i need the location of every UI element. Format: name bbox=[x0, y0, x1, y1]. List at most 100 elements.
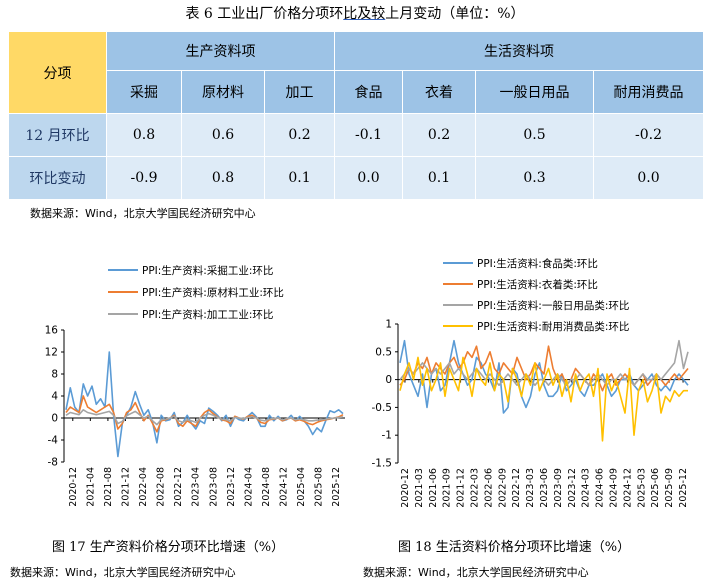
table-title-suffix: 上月变动（单位：%） bbox=[385, 6, 525, 22]
x-tick-label: 2022-12 bbox=[173, 467, 184, 507]
x-tick-label: 2021-03 bbox=[414, 468, 425, 508]
x-tick-label: 2024-08 bbox=[261, 467, 272, 507]
x-tick-label: 2021-12 bbox=[456, 468, 467, 508]
x-tick-label: 2025-03 bbox=[636, 468, 647, 508]
table-cell: 0.0 bbox=[593, 156, 704, 200]
y-tick-label: 8 bbox=[51, 369, 58, 381]
x-tick-label: 2024-03 bbox=[581, 468, 592, 508]
table-cell: 0.0 bbox=[334, 156, 403, 200]
column-header: 食品 bbox=[334, 70, 403, 114]
table-cell: 0.2 bbox=[402, 113, 476, 157]
chart2-source: 数据来源：Wind，北京大学国民经济研究中心 bbox=[363, 566, 589, 579]
series-line bbox=[65, 409, 344, 426]
x-tick-label: 2025-04 bbox=[296, 467, 307, 507]
x-tick-label: 2024-04 bbox=[243, 467, 254, 507]
chart2-caption: 图 18 生活资料价格分项环比增速（%） bbox=[398, 540, 631, 555]
series-line bbox=[65, 395, 344, 433]
table-cell: 0.6 bbox=[181, 113, 265, 157]
group-header-living: 生活资料项 bbox=[334, 31, 704, 71]
x-tick-label: 2024-12 bbox=[279, 467, 290, 507]
x-tick-label: 2025-12 bbox=[331, 467, 342, 507]
legend-label: PPI:生活资料:耐用消费品类:环比 bbox=[477, 320, 629, 333]
x-tick-label: 2023-12 bbox=[567, 468, 578, 508]
x-tick-label: 2021-09 bbox=[442, 468, 453, 508]
x-tick-label: 2022-04 bbox=[138, 467, 149, 507]
x-tick-label: 2021-06 bbox=[428, 468, 439, 508]
chart-production-materials: PPI:生产资料:采掘工业:环比 PPI:生产资料:原材料工业:环比 PPI:生产资… bbox=[45, 264, 345, 507]
y-tick-label: 4 bbox=[51, 391, 58, 403]
y-tick-label: -0.5 bbox=[372, 402, 393, 414]
legend-label: PPI:生活资料:衣着类:环比 bbox=[477, 278, 598, 291]
column-header: 原材料 bbox=[181, 70, 265, 114]
row-label: 12 月环比 bbox=[8, 113, 107, 157]
column-header: 一般日用品 bbox=[475, 70, 594, 114]
table-cell: -0.9 bbox=[106, 156, 182, 200]
x-tick-label: 2024-09 bbox=[609, 468, 620, 508]
x-tick-label: 2022-12 bbox=[511, 468, 522, 508]
column-header: 耐用消费品 bbox=[593, 70, 704, 114]
x-tick-label: 2024-12 bbox=[622, 468, 633, 508]
x-tick-label: 2023-09 bbox=[553, 468, 564, 508]
table-cell: 0.8 bbox=[106, 113, 182, 157]
x-tick-label: 2021-08 bbox=[103, 467, 114, 507]
x-tick-label: 2021-04 bbox=[85, 467, 96, 507]
legend-label: PPI:生产资料:采掘工业:环比 bbox=[142, 264, 273, 277]
table-cell: -0.1 bbox=[334, 113, 403, 157]
x-tick-label: 2020-12 bbox=[400, 468, 411, 508]
column-header: 衣着 bbox=[402, 70, 476, 114]
column-header: 采掘 bbox=[106, 70, 182, 114]
table-cell: 0.1 bbox=[264, 156, 335, 200]
x-tick-label: 2024-06 bbox=[595, 468, 606, 508]
table-cell: 0.1 bbox=[402, 156, 476, 200]
x-tick-label: 2021-12 bbox=[120, 467, 131, 507]
chart1-source: 数据来源：Wind，北京大学国民经济研究中心 bbox=[10, 566, 236, 579]
table-cell: 0.2 bbox=[264, 113, 335, 157]
x-tick-label: 2020-12 bbox=[68, 467, 79, 507]
x-tick-label: 2025-12 bbox=[678, 468, 689, 508]
x-tick-label: 2023-12 bbox=[226, 467, 237, 507]
series-line bbox=[65, 351, 344, 458]
x-tick-label: 2023-03 bbox=[525, 468, 536, 508]
legend-label: PPI:生活资料:一般日用品类:环比 bbox=[477, 299, 629, 312]
x-tick-label: 2022-06 bbox=[483, 468, 494, 508]
column-header: 加工 bbox=[264, 70, 335, 114]
corner-label: 分项 bbox=[8, 31, 107, 114]
y-tick-label: 0 bbox=[385, 374, 392, 386]
x-tick-label: 2022-03 bbox=[469, 468, 480, 508]
table-title-prefix: 表 6 工业出厂价格分项环 bbox=[185, 6, 344, 22]
y-tick-label: -8 bbox=[48, 457, 58, 469]
y-tick-label: 0 bbox=[51, 413, 58, 425]
y-tick-label: -1.5 bbox=[372, 458, 393, 470]
table-title-underlined: 比及较 bbox=[343, 6, 386, 22]
legend-label: PPI:生产资料:加工工业:环比 bbox=[142, 308, 273, 321]
table-title: 表 6 工业出厂价格分项环比及较上月变动（单位：%） bbox=[0, 4, 710, 24]
x-tick-label: 2025-08 bbox=[314, 467, 325, 507]
row-label: 环比变动 bbox=[8, 156, 107, 200]
y-tick-label: 16 bbox=[45, 325, 59, 337]
table-cell: 0.3 bbox=[475, 156, 594, 200]
x-tick-label: 2025-06 bbox=[650, 468, 661, 508]
price-change-table: 分项 生产资料项 生活资料项 采掘 原材料 加工 食品 衣着 一般日用品 耐用消… bbox=[8, 31, 704, 200]
x-tick-label: 2023-08 bbox=[208, 467, 219, 507]
y-tick-label: 1 bbox=[385, 319, 392, 331]
table-cell: 0.5 bbox=[475, 113, 594, 157]
x-tick-label: 2023-06 bbox=[539, 468, 550, 508]
chart1-caption: 图 17 生产资料价格分项环比增速（%） bbox=[52, 540, 285, 555]
table-row: 环比变动 -0.9 0.8 0.1 0.0 0.1 0.3 0.0 bbox=[8, 156, 704, 200]
series-line bbox=[399, 356, 688, 442]
legend-label: PPI:生产资料:原材料工业:环比 bbox=[142, 286, 284, 299]
x-tick-label: 2023-04 bbox=[191, 467, 202, 507]
table-cell: 0.8 bbox=[181, 156, 265, 200]
x-tick-label: 2025-09 bbox=[664, 468, 675, 508]
y-tick-label: -4 bbox=[48, 435, 59, 447]
y-tick-label: -1 bbox=[382, 430, 392, 442]
x-tick-label: 2022-09 bbox=[497, 468, 508, 508]
table-cell: -0.2 bbox=[593, 113, 704, 157]
x-tick-label: 2022-08 bbox=[156, 467, 167, 507]
table-source: 数据来源：Wind，北京大学国民经济研究中心 bbox=[30, 207, 256, 220]
table-row: 12 月环比 0.8 0.6 0.2 -0.1 0.2 0.5 -0.2 bbox=[8, 113, 704, 157]
chart-living-materials: PPI:生活资料:食品类:环比 PPI:生活资料:衣着类:环比 PPI:生活资料:一… bbox=[372, 257, 690, 508]
group-header-production: 生产资料项 bbox=[106, 31, 335, 71]
y-tick-label: 12 bbox=[45, 347, 58, 359]
legend-label: PPI:生活资料:食品类:环比 bbox=[477, 257, 598, 270]
